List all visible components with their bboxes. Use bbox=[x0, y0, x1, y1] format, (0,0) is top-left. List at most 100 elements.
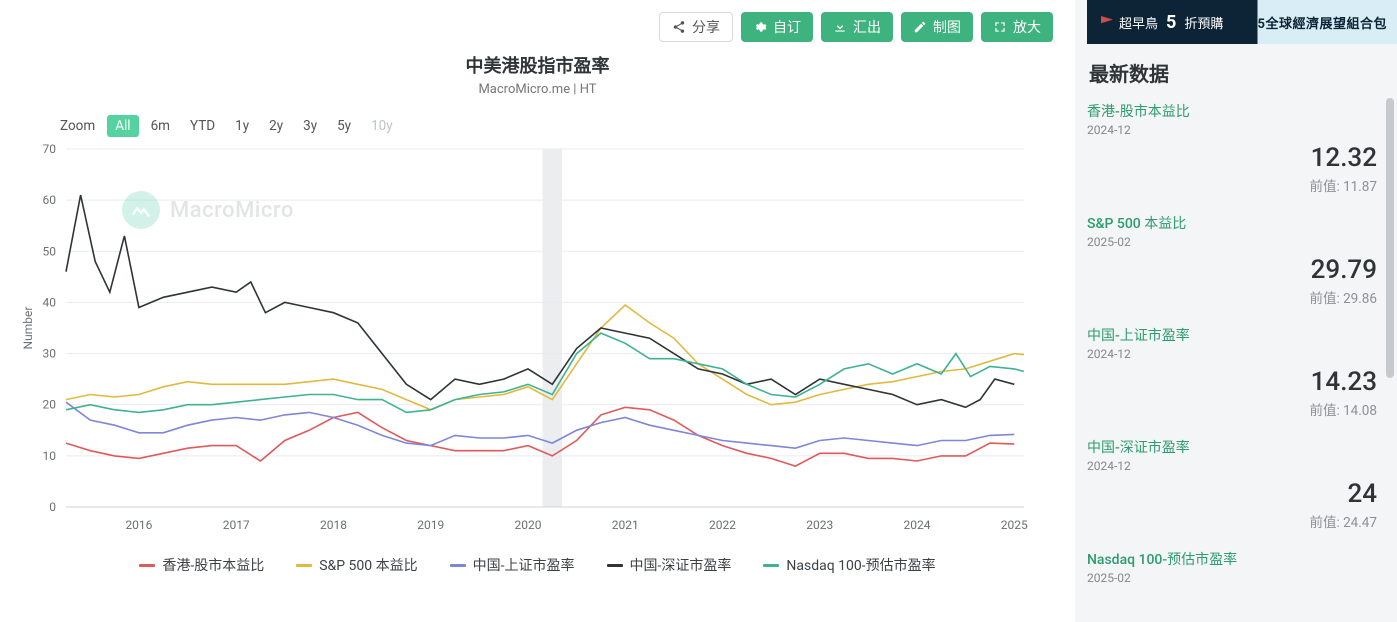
metric-name: 香港-股市本益比 bbox=[1087, 101, 1377, 121]
share-icon bbox=[672, 20, 686, 34]
promo-banner[interactable]: 超早鳥 5 折預購 2025全球經濟展望組合包 bbox=[1087, 0, 1397, 44]
pencil-icon bbox=[913, 20, 927, 34]
metric-prev: 前值: 14.08 bbox=[1087, 399, 1377, 419]
metric-date: 2025-02 bbox=[1087, 571, 1377, 585]
zoom-1y[interactable]: 1y bbox=[227, 115, 257, 137]
svg-text:2024: 2024 bbox=[904, 518, 931, 532]
share-label: 分享 bbox=[692, 17, 720, 37]
legend-label: 中国-上证市盈率 bbox=[473, 555, 575, 575]
zoom-label: Zoom bbox=[60, 118, 95, 134]
svg-text:40: 40 bbox=[43, 295, 57, 309]
svg-text:2025: 2025 bbox=[1001, 518, 1028, 532]
svg-text:2021: 2021 bbox=[612, 518, 639, 532]
line-chart[interactable]: 0 10 20 30 40 50 60 70 2016 2017 2018 2019 2020 2021 2… bbox=[18, 143, 1038, 543]
metric-name: Nasdaq 100-预估市盈率 bbox=[1087, 549, 1377, 569]
svg-text:0: 0 bbox=[49, 500, 56, 514]
legend-swatch bbox=[607, 564, 623, 567]
zoom-controls: Zoom All6mYTD1y2y3y5y10y bbox=[60, 115, 1057, 137]
chart-area[interactable]: MacroMicro 01020304050607020162017201820… bbox=[18, 143, 1057, 543]
promo-number: 5 bbox=[1166, 12, 1176, 33]
svg-text:2018: 2018 bbox=[320, 518, 347, 532]
expand-label: 放大 bbox=[1013, 17, 1041, 37]
legend-swatch bbox=[296, 564, 312, 567]
draw-button[interactable]: 制图 bbox=[901, 12, 973, 42]
svg-text:10: 10 bbox=[43, 449, 57, 463]
promo-prefix: 超早鳥 bbox=[1119, 13, 1158, 32]
svg-text:Number: Number bbox=[21, 307, 35, 350]
chart-toolbar: 分享 自订 汇出 制图 放大 bbox=[659, 12, 1053, 42]
legend-label: Nasdaq 100-预估市盈率 bbox=[786, 555, 935, 575]
legend-swatch bbox=[763, 564, 779, 567]
metric-item[interactable]: 香港-股市本益比 2024-12 12.32前值: 11.87 bbox=[1087, 101, 1397, 195]
legend-label: 中国-深证市盈率 bbox=[630, 555, 732, 575]
metric-date: 2025-02 bbox=[1087, 235, 1377, 249]
svg-text:60: 60 bbox=[43, 193, 57, 207]
legend-label: S&P 500 本益比 bbox=[319, 555, 417, 575]
metrics-list: 香港-股市本益比 2024-12 12.32前值: 11.87 S&P 500 本益比… bbox=[1087, 101, 1397, 585]
metric-item[interactable]: Nasdaq 100-预估市盈率 2025-02 bbox=[1087, 549, 1397, 585]
legend-item[interactable]: 中国-上证市盈率 bbox=[450, 555, 575, 575]
metric-date: 2024-12 bbox=[1087, 347, 1377, 361]
chart-subtitle: MacroMicro.me | HT bbox=[18, 82, 1057, 97]
download-icon bbox=[833, 20, 847, 34]
svg-text:30: 30 bbox=[43, 347, 57, 361]
legend-item[interactable]: 中国-深证市盈率 bbox=[607, 555, 732, 575]
svg-text:2022: 2022 bbox=[709, 518, 736, 532]
metric-prev: 前值: 11.87 bbox=[1087, 175, 1377, 195]
legend-item[interactable]: S&P 500 本益比 bbox=[296, 555, 417, 575]
legend-item[interactable]: 香港-股市本益比 bbox=[139, 555, 264, 575]
metric-value: 14.23 bbox=[1087, 367, 1377, 397]
chart-panel: 分享 自订 汇出 制图 放大 中美港股指市盈率 MacroMicro.me | … bbox=[0, 0, 1075, 622]
metric-date: 2024-12 bbox=[1087, 459, 1377, 473]
legend-swatch bbox=[450, 564, 466, 567]
expand-icon bbox=[993, 20, 1007, 34]
promo-right: 2025全球經濟展望組合包 bbox=[1234, 13, 1387, 32]
flag-icon bbox=[1101, 16, 1113, 28]
zoom-5y[interactable]: 5y bbox=[329, 115, 359, 137]
scrollbar-thumb[interactable] bbox=[1386, 98, 1394, 378]
expand-button[interactable]: 放大 bbox=[981, 12, 1053, 42]
custom-button[interactable]: 自订 bbox=[741, 12, 813, 42]
metric-item[interactable]: 中国-深证市盈率 2024-12 24前值: 24.47 bbox=[1087, 437, 1397, 531]
metric-prev: 前值: 29.86 bbox=[1087, 287, 1377, 307]
metric-date: 2024-12 bbox=[1087, 123, 1377, 137]
export-button[interactable]: 汇出 bbox=[821, 12, 893, 42]
zoom-2y[interactable]: 2y bbox=[261, 115, 291, 137]
zoom-ytd[interactable]: YTD bbox=[182, 115, 223, 137]
metric-value: 29.79 bbox=[1087, 255, 1377, 285]
custom-label: 自订 bbox=[773, 17, 801, 37]
svg-text:2017: 2017 bbox=[223, 518, 250, 532]
metric-prev: 前值: 24.47 bbox=[1087, 511, 1377, 531]
gear-icon bbox=[753, 20, 767, 34]
metric-name: S&P 500 本益比 bbox=[1087, 213, 1377, 233]
svg-text:70: 70 bbox=[43, 143, 57, 156]
metric-value: 24 bbox=[1087, 479, 1377, 509]
draw-label: 制图 bbox=[933, 17, 961, 37]
metric-name: 中国-上证市盈率 bbox=[1087, 325, 1377, 345]
metric-item[interactable]: 中国-上证市盈率 2024-12 14.23前值: 14.08 bbox=[1087, 325, 1397, 419]
svg-text:2020: 2020 bbox=[514, 518, 541, 532]
legend-label: 香港-股市本益比 bbox=[162, 555, 264, 575]
legend-swatch bbox=[139, 564, 155, 567]
sidebar-title: 最新数据 bbox=[1089, 58, 1397, 87]
zoom-6m[interactable]: 6m bbox=[143, 115, 178, 137]
svg-text:20: 20 bbox=[43, 398, 57, 412]
export-label: 汇出 bbox=[853, 17, 881, 37]
sidebar: 超早鳥 5 折預購 2025全球經濟展望組合包 最新数据 香港-股市本益比 202… bbox=[1075, 0, 1397, 622]
chart-legend: 香港-股市本益比 S&P 500 本益比 中国-上证市盈率 中国-深证市盈率 Nasda… bbox=[18, 555, 1057, 575]
svg-text:50: 50 bbox=[43, 244, 57, 258]
zoom-all[interactable]: All bbox=[107, 115, 138, 137]
zoom-10y: 10y bbox=[363, 115, 401, 137]
svg-text:2023: 2023 bbox=[806, 518, 833, 532]
chart-title: 中美港股指市盈率 bbox=[18, 52, 1057, 78]
metric-value: 12.32 bbox=[1087, 143, 1377, 173]
promo-suffix: 折預購 bbox=[1184, 13, 1223, 32]
svg-text:2016: 2016 bbox=[125, 518, 152, 532]
svg-text:2019: 2019 bbox=[417, 518, 444, 532]
share-button[interactable]: 分享 bbox=[659, 12, 733, 42]
metric-item[interactable]: S&P 500 本益比 2025-02 29.79前值: 29.86 bbox=[1087, 213, 1397, 307]
scrollbar-track[interactable] bbox=[1386, 8, 1394, 614]
legend-item[interactable]: Nasdaq 100-预估市盈率 bbox=[763, 555, 935, 575]
zoom-3y[interactable]: 3y bbox=[295, 115, 325, 137]
metric-name: 中国-深证市盈率 bbox=[1087, 437, 1377, 457]
